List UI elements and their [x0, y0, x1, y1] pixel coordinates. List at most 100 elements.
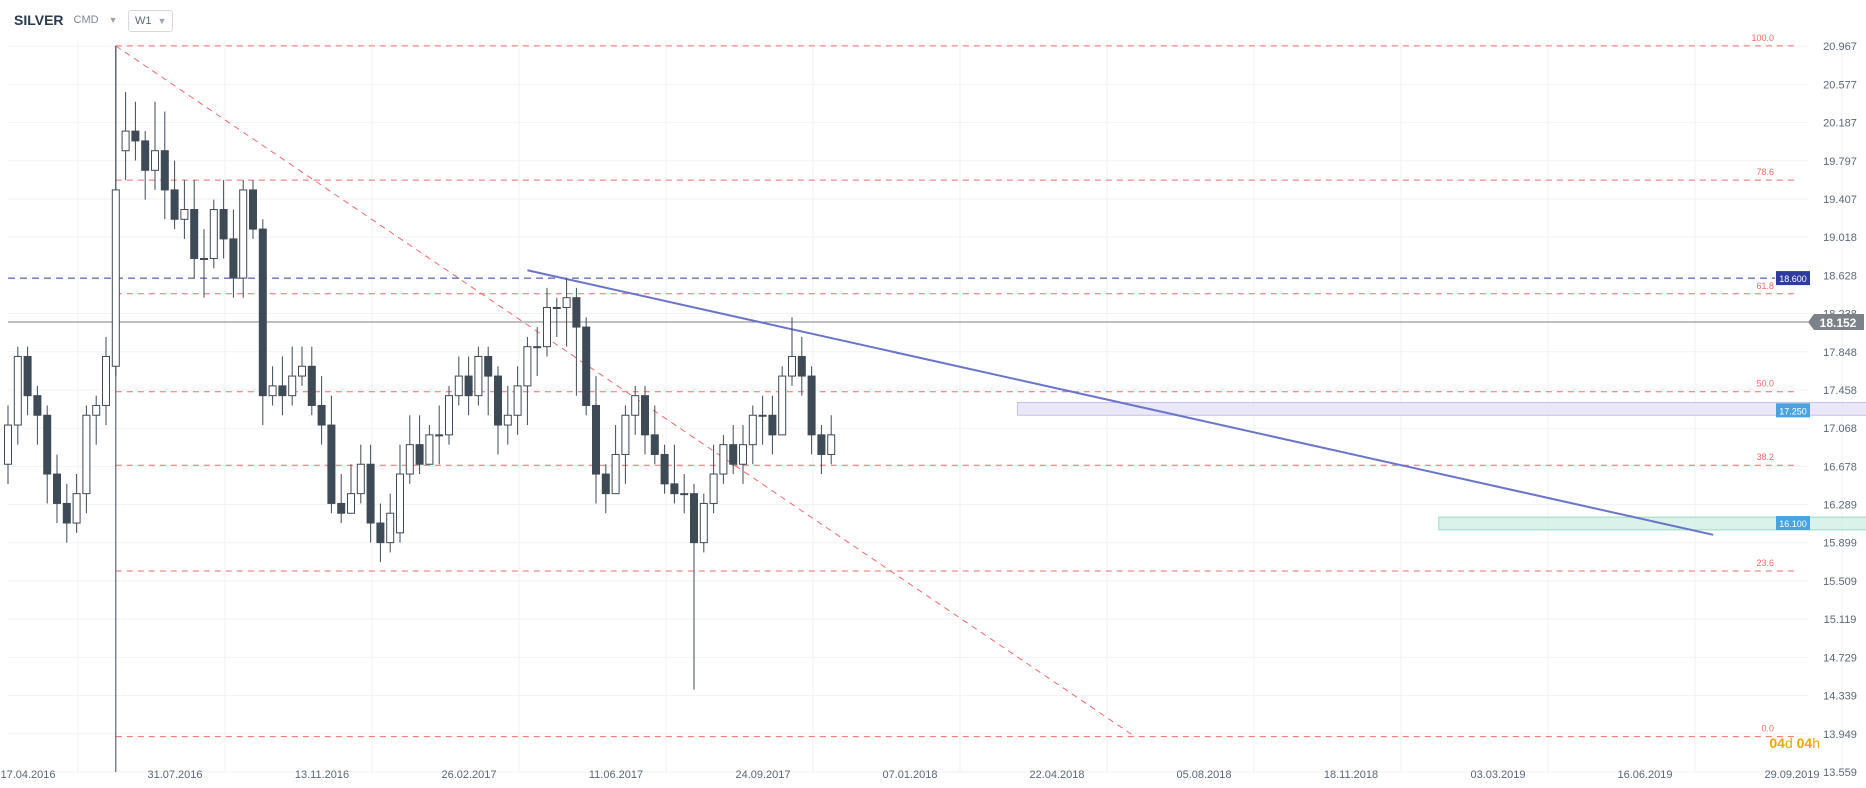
- y-tick-label: 14.339: [1823, 691, 1857, 703]
- candle-body: [307, 365, 316, 406]
- candle-body: [494, 375, 502, 426]
- x-tick-label: 26.02.2017: [441, 769, 496, 781]
- candle-body: [141, 140, 150, 171]
- candle-body: [347, 493, 355, 514]
- candle-body: [180, 209, 189, 220]
- candle-body: [631, 395, 640, 416]
- current-price-tag: [1808, 313, 1864, 330]
- y-tick-label: 15.899: [1823, 538, 1857, 550]
- candle-body: [445, 395, 453, 436]
- candle-body: [278, 385, 287, 397]
- candle-body: [484, 355, 493, 377]
- source-label[interactable]: CMD: [73, 14, 99, 26]
- fibonacci-level-label: 61.8: [1756, 281, 1774, 291]
- candle-body: [513, 385, 522, 416]
- fibonacci-level-label: 100.0: [1751, 33, 1774, 43]
- y-tick-label: 20.577: [1823, 79, 1857, 91]
- candle-body: [23, 355, 32, 397]
- candle-body: [317, 404, 326, 426]
- y-tick-label: 19.018: [1823, 232, 1857, 244]
- candle-body: [817, 434, 826, 455]
- candle-body: [62, 502, 71, 524]
- candle-body: [582, 326, 591, 406]
- candle-body: [788, 355, 796, 377]
- candle-body: [768, 414, 777, 436]
- x-tick-label: 29.09.2019: [1764, 769, 1819, 781]
- candle-body: [543, 306, 551, 348]
- candle-body: [474, 355, 483, 397]
- candle-body: [464, 375, 473, 397]
- y-tick-label: 14.729: [1823, 652, 1857, 664]
- support-resistance-zone: [1438, 516, 1866, 531]
- timeframe-label: W1: [135, 15, 152, 27]
- candle-body: [327, 424, 336, 504]
- candle-body: [680, 493, 689, 496]
- source-chevron-down-icon[interactable]: ▼: [108, 15, 118, 25]
- fibonacci-diagonal-line: [115, 45, 1136, 738]
- candle-body: [121, 130, 130, 152]
- candle-body: [92, 404, 101, 416]
- countdown-days-unit: d: [1784, 735, 1793, 751]
- candle-body: [827, 434, 836, 455]
- x-tick-label: 07.01.2018: [882, 769, 937, 781]
- candle-body: [650, 434, 659, 455]
- candle-body: [4, 424, 12, 465]
- x-tick-label: 24.09.2017: [735, 769, 790, 781]
- candle-body: [601, 473, 610, 495]
- timeframe-select[interactable]: W1 ▼: [128, 10, 174, 32]
- candle-body: [641, 395, 649, 436]
- x-tick-label: 17.04.2016: [0, 769, 55, 781]
- candle-body: [415, 444, 424, 465]
- candle-body: [699, 502, 708, 544]
- candle-body: [729, 444, 738, 465]
- candle-body: [111, 189, 120, 367]
- candle-body: [102, 355, 110, 406]
- candle-body: [356, 463, 365, 495]
- level-tag: [1776, 271, 1810, 286]
- candle-body: [239, 189, 248, 279]
- fibonacci-level-label: 0.0: [1761, 724, 1774, 734]
- candle-body: [670, 483, 679, 495]
- candle-body: [592, 404, 600, 475]
- candle-body: [190, 209, 199, 259]
- symbol-label[interactable]: SILVER: [14, 12, 64, 28]
- candle-body: [366, 463, 375, 524]
- candle-body: [13, 355, 22, 426]
- level-tag: [1776, 516, 1810, 531]
- x-tick-label: 22.04.2018: [1029, 769, 1084, 781]
- candle-countdown: 04d 04h: [1769, 735, 1820, 751]
- candle-body: [82, 414, 91, 495]
- x-tick-label: 13.11.2016: [295, 769, 349, 781]
- y-tick-label: 18.628: [1823, 270, 1857, 282]
- level-tag-label: 17.250: [1779, 406, 1807, 416]
- x-tick-label: 18.11.2018: [1324, 769, 1378, 781]
- level-tag: [1776, 403, 1810, 418]
- candle-body: [503, 414, 512, 426]
- candle-body: [258, 228, 267, 397]
- candle-body: [748, 414, 757, 446]
- candle-body: [43, 414, 52, 475]
- candle-body: [376, 522, 385, 544]
- candle-body: [562, 297, 571, 308]
- candle-body: [249, 189, 257, 230]
- candle-body: [151, 150, 159, 171]
- current-price-label: 18.152: [1820, 316, 1857, 330]
- candle-body: [298, 365, 306, 377]
- candle-body: [131, 130, 140, 142]
- candle-body: [758, 414, 767, 417]
- candle-body: [797, 355, 806, 377]
- candle-body: [709, 473, 718, 504]
- candle-body: [72, 493, 81, 524]
- candle-body: [719, 444, 728, 475]
- candle-body: [53, 473, 61, 504]
- y-tick-label: 17.848: [1823, 347, 1857, 359]
- fibonacci-level-label: 50.0: [1756, 379, 1774, 389]
- support-resistance-zone: [1016, 402, 1866, 416]
- candle-body: [160, 150, 169, 191]
- candle-body: [268, 385, 277, 397]
- candle-body: [288, 375, 297, 397]
- y-tick-label: 13.949: [1823, 729, 1857, 741]
- level-tag-label: 16.100: [1779, 519, 1807, 529]
